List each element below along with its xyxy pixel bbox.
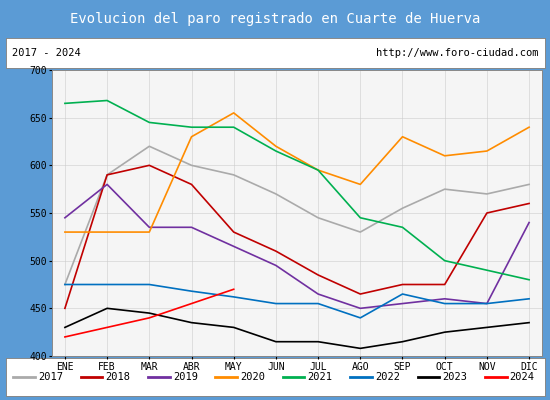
Text: 2024: 2024 <box>510 372 535 382</box>
Text: http://www.foro-ciudad.com: http://www.foro-ciudad.com <box>376 48 538 58</box>
Text: 2017: 2017 <box>38 372 63 382</box>
Text: 2023: 2023 <box>442 372 468 382</box>
Text: 2018: 2018 <box>106 372 130 382</box>
Text: 2021: 2021 <box>307 372 333 382</box>
Text: 2019: 2019 <box>173 372 198 382</box>
Text: 2020: 2020 <box>240 372 265 382</box>
Text: 2017 - 2024: 2017 - 2024 <box>12 48 81 58</box>
Text: Evolucion del paro registrado en Cuarte de Huerva: Evolucion del paro registrado en Cuarte … <box>70 12 480 26</box>
Text: 2022: 2022 <box>375 372 400 382</box>
